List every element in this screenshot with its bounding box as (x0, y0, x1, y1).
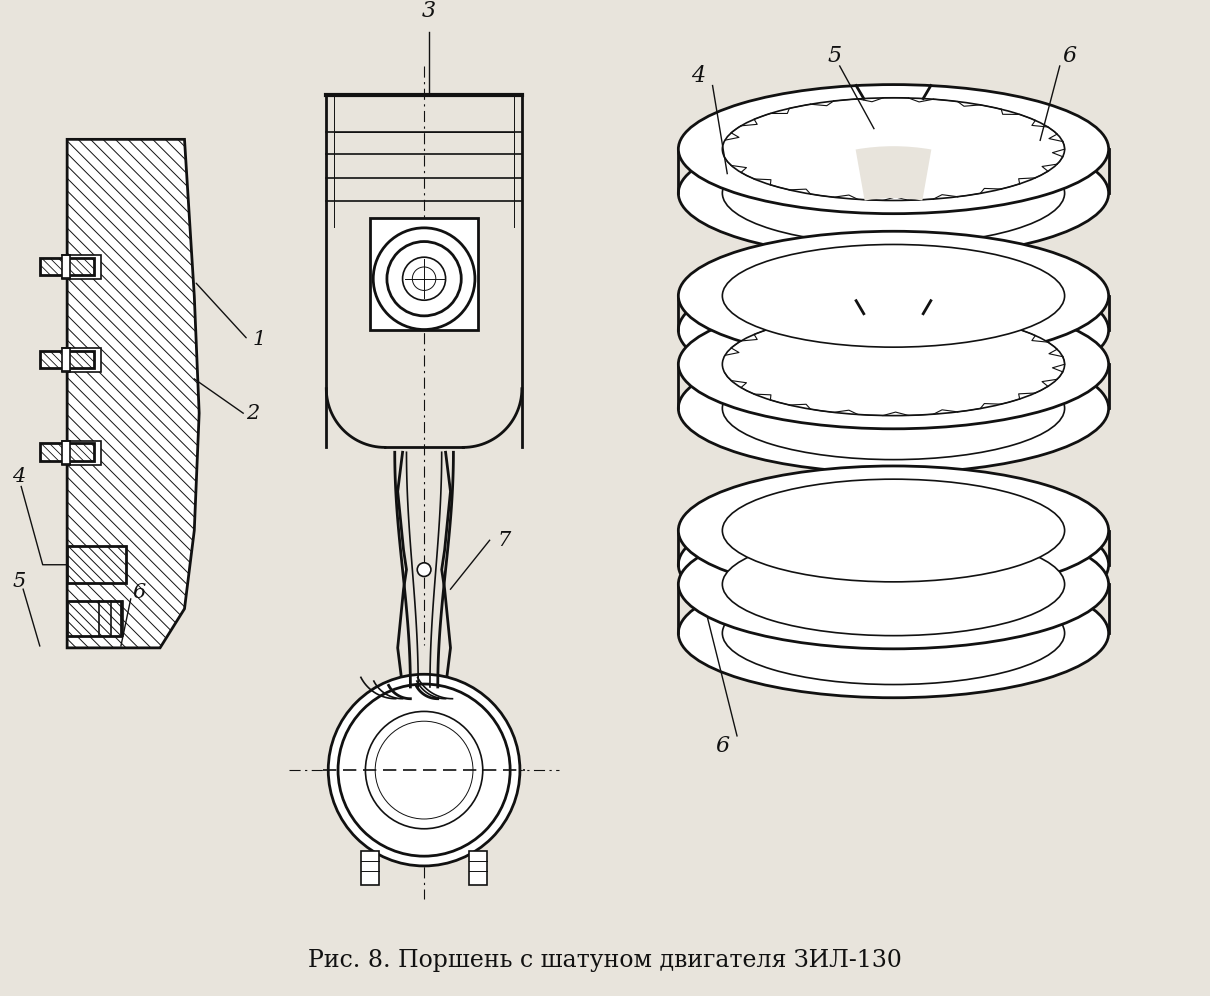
Ellipse shape (679, 520, 1108, 648)
Ellipse shape (722, 513, 1065, 617)
Text: 7: 7 (497, 531, 511, 550)
Circle shape (365, 711, 483, 829)
Polygon shape (40, 351, 93, 369)
Bar (62, 348, 70, 373)
Ellipse shape (722, 313, 1065, 415)
Text: 6: 6 (715, 735, 730, 757)
Text: 2: 2 (246, 403, 259, 422)
Ellipse shape (722, 533, 1065, 635)
Ellipse shape (722, 582, 1065, 684)
Circle shape (338, 684, 511, 857)
Circle shape (375, 721, 473, 819)
Polygon shape (40, 443, 93, 461)
Text: 5: 5 (12, 572, 25, 591)
Wedge shape (855, 146, 932, 200)
Polygon shape (40, 258, 93, 275)
Text: Рис. 8. Поршень с шатуном двигателя ЗИЛ-130: Рис. 8. Поршень с шатуном двигателя ЗИЛ-… (309, 949, 901, 972)
Polygon shape (67, 601, 121, 636)
Bar (370, 217, 478, 330)
Text: 4: 4 (12, 467, 25, 486)
Circle shape (417, 563, 431, 577)
Text: 4: 4 (691, 65, 705, 87)
Bar (67, 255, 102, 279)
Ellipse shape (722, 479, 1065, 582)
Circle shape (413, 267, 436, 291)
Bar (62, 255, 70, 279)
Ellipse shape (679, 266, 1108, 394)
Text: 6: 6 (133, 583, 146, 602)
Polygon shape (67, 139, 200, 647)
Ellipse shape (679, 500, 1108, 629)
Bar (62, 440, 70, 465)
Bar (67, 348, 102, 373)
Bar (469, 852, 486, 885)
Ellipse shape (679, 231, 1108, 361)
Ellipse shape (679, 344, 1108, 473)
Ellipse shape (679, 85, 1108, 214)
Text: 5: 5 (828, 45, 842, 67)
Circle shape (373, 228, 476, 330)
Circle shape (328, 674, 520, 866)
Ellipse shape (679, 466, 1108, 595)
Circle shape (387, 242, 461, 316)
Circle shape (403, 257, 445, 300)
Ellipse shape (722, 279, 1065, 381)
Ellipse shape (679, 128, 1108, 258)
Polygon shape (40, 443, 93, 461)
Text: 1: 1 (253, 331, 266, 350)
Polygon shape (67, 601, 121, 636)
Ellipse shape (722, 141, 1065, 244)
Ellipse shape (722, 244, 1065, 348)
Polygon shape (40, 351, 93, 369)
Ellipse shape (679, 569, 1108, 698)
Ellipse shape (722, 357, 1065, 459)
Text: 3: 3 (422, 0, 436, 22)
Polygon shape (67, 546, 126, 584)
Polygon shape (67, 546, 126, 584)
Ellipse shape (679, 300, 1108, 429)
Bar (362, 852, 379, 885)
Text: 6: 6 (1062, 45, 1077, 67)
Ellipse shape (722, 98, 1065, 200)
Polygon shape (67, 139, 200, 647)
Polygon shape (40, 258, 93, 275)
Bar (67, 440, 102, 465)
